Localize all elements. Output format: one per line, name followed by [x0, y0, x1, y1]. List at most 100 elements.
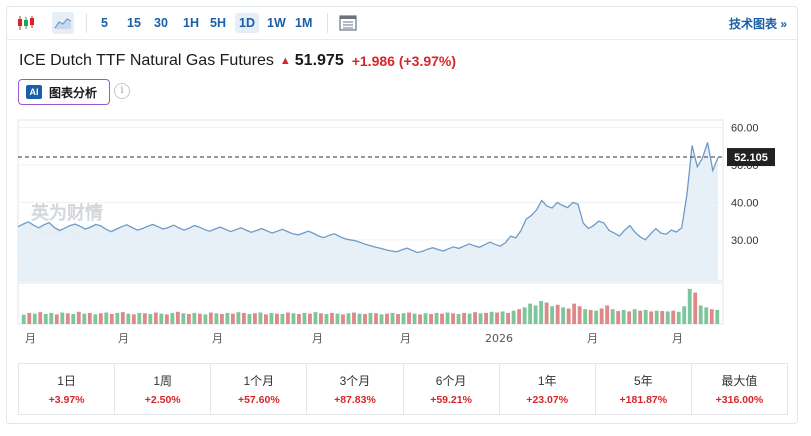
- volume-bar: [511, 310, 516, 324]
- volume-bar: [120, 312, 125, 324]
- volume-bar: [489, 311, 494, 324]
- performance-cell[interactable]: 1个月 +57.60%: [211, 364, 308, 414]
- volume-bar: [401, 313, 406, 324]
- volume-bar: [467, 313, 472, 324]
- volume-bar: [258, 312, 263, 324]
- performance-period: 1年: [537, 374, 557, 388]
- volume-bar: [126, 313, 131, 324]
- volume-bar: [368, 312, 373, 324]
- performance-cell[interactable]: 1日 +3.97%: [19, 364, 116, 414]
- timeframe-1m[interactable]: 1M: [295, 16, 313, 30]
- volume-bar: [192, 312, 197, 324]
- volume-bar: [583, 309, 588, 324]
- performance-period: 1个月: [243, 374, 275, 388]
- volume-bar: [341, 314, 345, 324]
- performance-cell[interactable]: 3个月 +87.83%: [307, 364, 404, 414]
- volume-bar: [115, 312, 120, 324]
- volume-bar: [418, 314, 422, 324]
- volume-bar: [38, 312, 43, 324]
- volume-bar: [698, 305, 703, 324]
- technical-chart-link[interactable]: 技术图表 »: [728, 17, 787, 31]
- ai-badge-icon: AI: [26, 85, 42, 99]
- volume-bar: [544, 302, 549, 324]
- volume-bar: [93, 314, 98, 324]
- volume-bar: [478, 313, 483, 324]
- volume-bar: [627, 311, 632, 324]
- timeframe-1h[interactable]: 1H: [183, 16, 199, 30]
- performance-period: 3个月: [339, 374, 371, 388]
- last-price-label: 52.105: [734, 152, 768, 164]
- volume-bar: [324, 314, 329, 324]
- performance-value: +57.60%: [237, 394, 280, 406]
- performance-period: 5年: [633, 374, 653, 388]
- volume-bar: [528, 303, 533, 324]
- volume-bar: [352, 312, 356, 324]
- volume-bar: [214, 313, 219, 324]
- x-tick-label: 月: [312, 332, 323, 345]
- performance-cell[interactable]: 5年 +181.87%: [596, 364, 692, 414]
- performance-cell[interactable]: 1年 +23.07%: [500, 364, 596, 414]
- volume-bar: [577, 306, 582, 324]
- performance-value: +181.87%: [619, 394, 668, 406]
- timeframe-1d[interactable]: 1D: [235, 13, 259, 33]
- volume-bar: [440, 313, 444, 324]
- candlestick-chart-icon[interactable]: [15, 12, 37, 34]
- volume-bar: [660, 311, 665, 324]
- volume-bar: [236, 312, 241, 324]
- instrument-header: ICE Dutch TTF Natural Gas Futures ▲ 51.9…: [19, 50, 456, 72]
- timeframe-5[interactable]: 5: [101, 16, 108, 30]
- area-chart-icon[interactable]: [52, 12, 74, 34]
- volume-bar: [539, 301, 544, 324]
- volume-bar: [219, 314, 224, 324]
- volume-bar: [434, 312, 439, 324]
- performance-cell[interactable]: 最大值 +316.00%: [692, 364, 787, 414]
- volume-bar: [27, 312, 32, 324]
- volume-bar: [302, 312, 307, 324]
- performance-value: +87.83%: [334, 394, 376, 406]
- volume-bar: [484, 312, 489, 324]
- volume-bar: [308, 313, 312, 324]
- up-arrow-icon: ▲: [279, 55, 291, 67]
- volume-bar: [533, 305, 538, 324]
- x-tick-label: 月: [672, 332, 683, 345]
- ai-chart-analysis-button[interactable]: AI 图表分析: [18, 79, 110, 105]
- data-table-icon[interactable]: [337, 12, 359, 34]
- volume-bar: [357, 313, 362, 324]
- timeframe-15[interactable]: 15: [127, 16, 141, 30]
- volume-bar: [555, 304, 560, 324]
- info-icon[interactable]: i: [114, 83, 130, 99]
- toolbar-divider: [86, 13, 87, 33]
- performance-cell[interactable]: 6个月 +59.21%: [404, 364, 500, 414]
- volume-bar: [164, 314, 169, 324]
- volume-bar: [495, 312, 500, 324]
- volume-bar: [390, 312, 395, 324]
- last-price-tag: [727, 148, 775, 167]
- volume-bar: [197, 313, 202, 324]
- volume-bar: [241, 312, 246, 324]
- price-area-fill: [18, 142, 718, 281]
- volume-bar: [32, 313, 37, 324]
- performance-period: 1周: [153, 374, 173, 388]
- performance-bar: 1日 +3.97% 1周 +2.50% 1个月 +57.60% 3个月 +87.83% 6个月 +…: [18, 363, 788, 415]
- x-tick-label: 月: [25, 332, 36, 345]
- volume-bar: [456, 314, 461, 324]
- price-series-line: [17, 142, 719, 254]
- volume-bar: [335, 313, 340, 324]
- volume-bar: [252, 313, 257, 324]
- volume-bar: [54, 314, 59, 324]
- timeframe-5h[interactable]: 5H: [210, 16, 226, 30]
- performance-cell[interactable]: 1周 +2.50%: [115, 364, 212, 414]
- volume-bar: [43, 314, 48, 324]
- volume-bar: [671, 310, 676, 324]
- volume-bar: [330, 312, 334, 324]
- volume-bar: [500, 311, 505, 324]
- volume-bar: [445, 312, 450, 324]
- watermark-cn: 英为财情: [30, 202, 103, 224]
- volume-bar: [263, 314, 268, 324]
- volume-bar: [291, 313, 296, 324]
- timeframe-30[interactable]: 30: [154, 16, 168, 30]
- volume-bar: [385, 313, 389, 324]
- x-tick-label: 2026: [485, 332, 513, 345]
- timeframe-1w[interactable]: 1W: [267, 16, 286, 30]
- x-tick-label: 月: [212, 332, 223, 345]
